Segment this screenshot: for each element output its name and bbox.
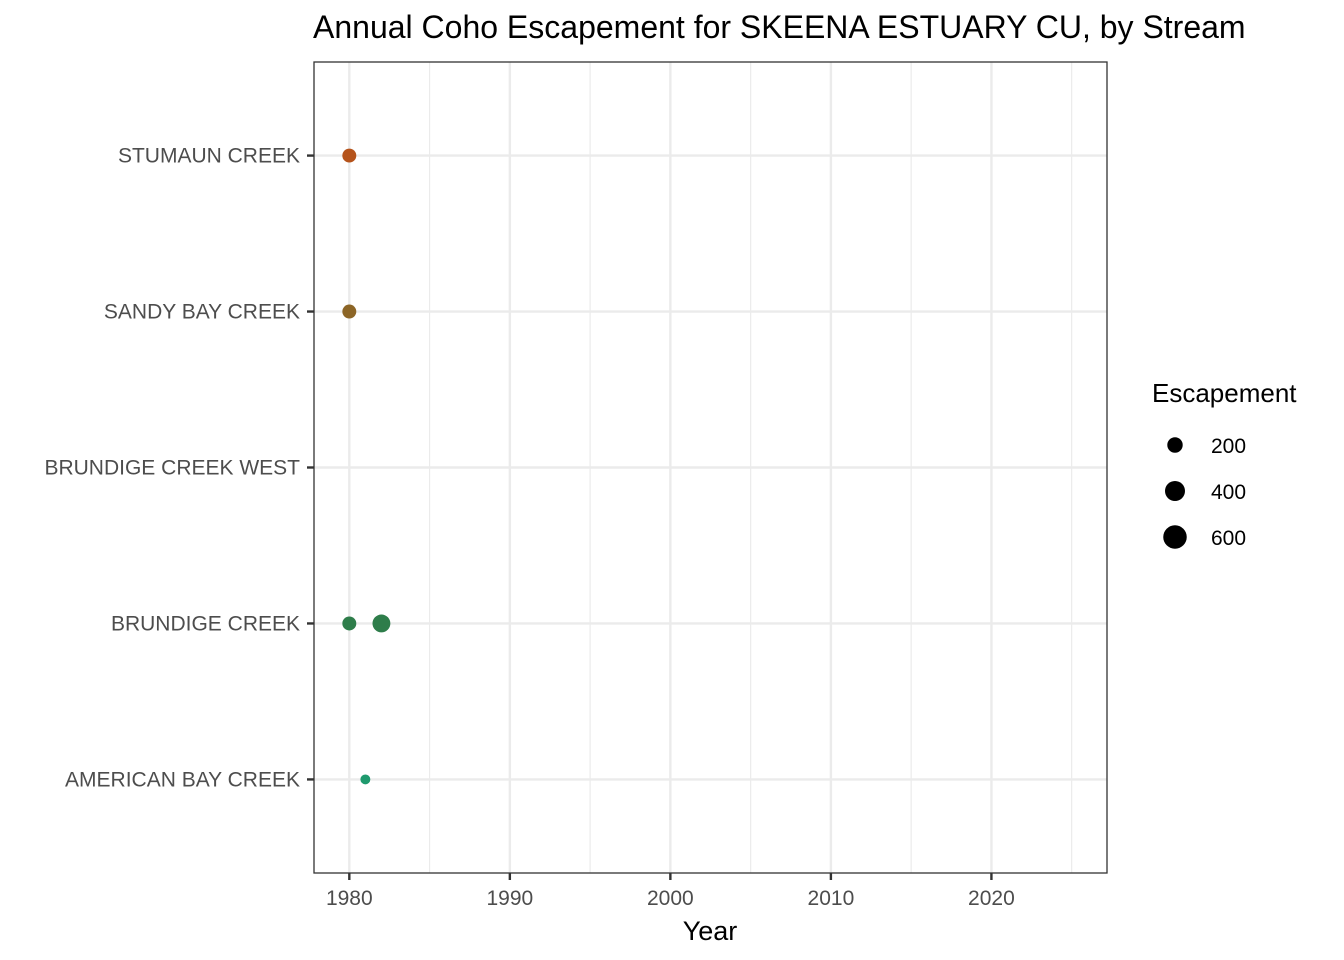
data-point	[342, 616, 356, 630]
data-point	[342, 305, 356, 319]
data-point	[342, 149, 356, 163]
legend-key	[1167, 437, 1182, 452]
x-tick-label: 2020	[968, 887, 1015, 910]
x-tick-label: 2010	[808, 887, 855, 910]
legend-key	[1163, 525, 1187, 549]
size-legend: Escapement 200 400 600	[1152, 378, 1297, 550]
x-axis: 1980 1990 2000 2010 2020	[326, 873, 1015, 910]
x-tick-label: 2000	[647, 887, 694, 910]
legend-label: 200	[1211, 435, 1246, 458]
x-tick-label: 1990	[486, 887, 533, 910]
data-point	[372, 615, 390, 633]
legend-label: 600	[1211, 527, 1246, 550]
chart-title: Annual Coho Escapement for SKEENA ESTUAR…	[313, 9, 1246, 45]
y-tick-label: BRUNDIGE CREEK	[111, 612, 300, 635]
y-axis: AMERICAN BAY CREEK BRUNDIGE CREEK BRUNDIGE…	[44, 145, 314, 792]
y-tick-label: AMERICAN BAY CREEK	[65, 768, 300, 791]
y-tick-label: SANDY BAY CREEK	[104, 301, 300, 324]
x-tick-label: 1980	[326, 887, 373, 910]
legend-title: Escapement	[1152, 378, 1297, 408]
y-tick-label: STUMAUN CREEK	[118, 145, 300, 168]
x-axis-title: Year	[683, 916, 738, 946]
y-tick-label: BRUNDIGE CREEK WEST	[44, 457, 300, 480]
data-point	[360, 774, 370, 784]
legend-key	[1165, 481, 1185, 501]
legend-label: 400	[1211, 481, 1246, 504]
